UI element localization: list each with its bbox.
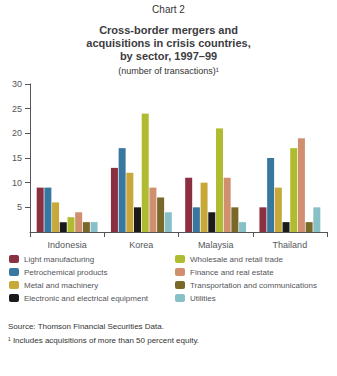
svg-text:5: 5 [17,202,22,212]
svg-text:Metal and machinery: Metal and machinery [24,281,98,290]
svg-text:15: 15 [12,153,22,163]
svg-text:Finance and real estate: Finance and real estate [190,268,274,277]
svg-text:25: 25 [12,104,22,114]
svg-text:Thailand: Thailand [273,240,308,250]
svg-text:by sector, 1997–99: by sector, 1997–99 [120,50,217,62]
svg-text:Transportation and communicati: Transportation and communications [190,281,317,290]
svg-text:¹ Includes acquisitions of mor: ¹ Includes acquisitions of more than 50 … [8,336,199,345]
svg-text:Light manufacturing: Light manufacturing [24,255,94,264]
svg-text:Cross-border mergers and: Cross-border mergers and [99,24,238,36]
svg-text:Malaysia: Malaysia [198,240,234,250]
svg-text:Utilities: Utilities [190,294,216,303]
svg-text:Indonesia: Indonesia [48,240,87,250]
svg-text:20: 20 [12,128,22,138]
svg-text:Source: Thomson Financial Secu: Source: Thomson Financial Securities Dat… [8,322,164,331]
svg-text:Korea: Korea [129,240,153,250]
svg-text:10: 10 [12,178,22,188]
svg-text:Electronic and electrical equi: Electronic and electrical equipment [24,294,149,303]
svg-text:Petrochemical products: Petrochemical products [24,268,108,277]
svg-text:30: 30 [12,79,22,89]
svg-text:Wholesale and retail trade: Wholesale and retail trade [190,255,283,264]
svg-text:acquisitions in crisis countri: acquisitions in crisis countries, [86,37,250,49]
svg-text:(number of transactions)¹: (number of transactions)¹ [118,66,219,76]
svg-text:Chart 2: Chart 2 [152,4,185,15]
